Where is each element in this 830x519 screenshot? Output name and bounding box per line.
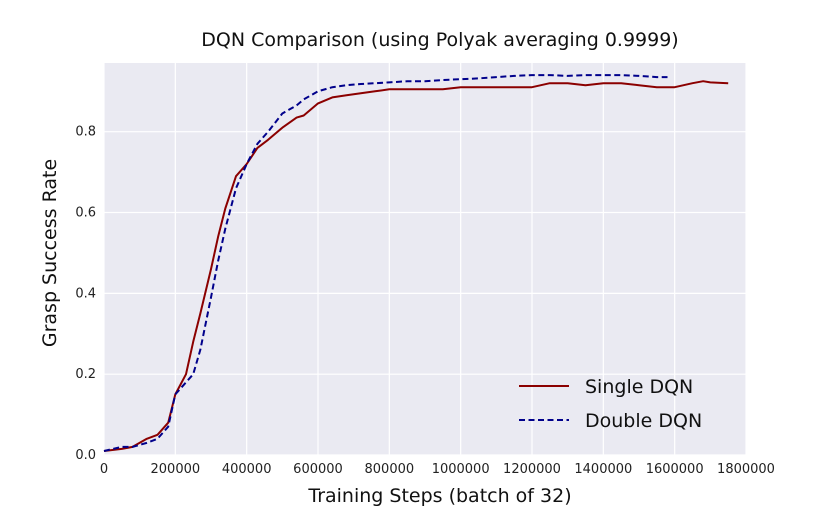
x-tick-label: 0	[100, 462, 108, 477]
legend-label: Double DQN	[585, 410, 702, 432]
x-tick-label: 1000000	[432, 462, 490, 477]
x-tick-labels: 0 200000 400000 600000 800000 1000000 1200000 1…	[100, 462, 775, 477]
legend-label: Single DQN	[585, 376, 693, 398]
y-tick-label: 0.2	[75, 367, 96, 382]
series-layer	[103, 74, 729, 452]
y-tick-labels: 0.0 0.2 0.4 0.6 0.8	[75, 125, 96, 463]
y-tick-label: 0.0	[75, 448, 96, 463]
x-axis-label: Training Steps (batch of 32)	[307, 485, 571, 507]
x-tick-label: 800000	[365, 462, 415, 477]
y-axis-label: Grasp Success Rate	[39, 159, 61, 347]
x-tick-label: 1400000	[574, 462, 632, 477]
x-tick-label: 1200000	[503, 462, 561, 477]
x-tick-label: 1800000	[717, 462, 775, 477]
x-tick-label: 1600000	[646, 462, 704, 477]
x-tick-label: 200000	[151, 462, 201, 477]
y-tick-label: 0.4	[75, 286, 96, 301]
series-line-double-dqn	[103, 74, 668, 452]
x-tick-label: 400000	[222, 462, 272, 477]
legend: Single DQN Double DQN	[519, 376, 702, 432]
plot-area	[104, 63, 746, 455]
series-line-single-dqn	[103, 80, 729, 452]
y-tick-label: 0.6	[75, 206, 96, 221]
y-tick-label: 0.8	[75, 125, 96, 140]
x-tick-label: 600000	[293, 462, 343, 477]
chart-title: DQN Comparison (using Polyak averaging 0…	[201, 29, 678, 51]
grid-lines	[103, 63, 747, 456]
